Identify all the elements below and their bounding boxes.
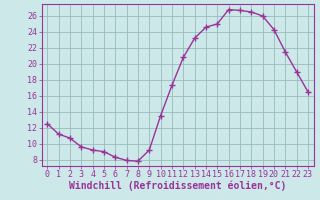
X-axis label: Windchill (Refroidissement éolien,°C): Windchill (Refroidissement éolien,°C) [69, 181, 286, 191]
